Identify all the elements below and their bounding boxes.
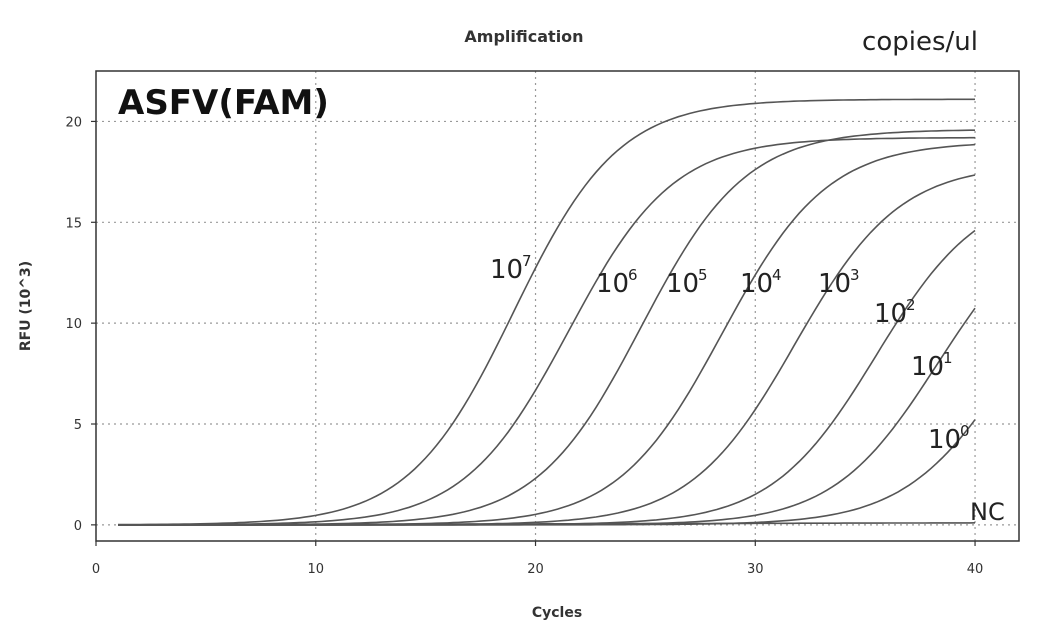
series-label-base: 10 [928, 425, 961, 455]
series-label-exponent: 4 [772, 266, 782, 284]
series-label: 104 [740, 266, 782, 299]
x-tick-label: 30 [747, 562, 764, 577]
series-label: 101 [911, 349, 953, 382]
x-axis-title: Cycles [532, 605, 582, 621]
x-tick-label: 10 [307, 562, 324, 577]
y-axis-title: RFU (10^3) [18, 261, 34, 351]
series-label-base: 10 [490, 255, 523, 285]
series-label-base: 10 [596, 269, 629, 299]
y-tick-label: 20 [65, 115, 82, 130]
x-tick-label: 40 [967, 562, 984, 577]
series-label-base: 10 [874, 299, 907, 329]
panel-label: ASFV(FAM) [118, 83, 329, 123]
series-label-exponent: 5 [698, 266, 708, 284]
series-label-exponent: 0 [960, 422, 970, 440]
series-label-base: 10 [666, 269, 699, 299]
series-label: 103 [818, 266, 860, 299]
y-tick-label: 15 [65, 216, 82, 231]
series-label-exponent: 3 [850, 266, 860, 284]
series-label: 107 [490, 252, 532, 285]
series-line [118, 522, 976, 526]
grid [96, 71, 1019, 541]
series-label: NC [970, 498, 1005, 526]
chart-title: Amplification [464, 27, 583, 46]
series-label-exponent: 2 [906, 296, 916, 314]
series-label-base: 10 [818, 269, 851, 299]
series-label: 102 [874, 296, 916, 329]
y-tick-label: 5 [74, 418, 82, 433]
units-label: copies/ul [862, 27, 978, 57]
series-label-base: 10 [740, 269, 773, 299]
series-line [118, 98, 975, 526]
series-label-exponent: 7 [522, 252, 532, 270]
series-label-exponent: 6 [628, 266, 638, 284]
y-tick-label: 10 [65, 317, 82, 332]
x-tick-label: 20 [527, 562, 544, 577]
series-label: 106 [596, 266, 638, 299]
series-label-base: 10 [911, 352, 944, 382]
x-tick-label: 0 [92, 562, 100, 577]
series-label: 100 [928, 422, 970, 455]
plot-frame [95, 70, 1020, 542]
y-tick-label: 0 [74, 519, 82, 534]
series-label-base: NC [970, 498, 1005, 526]
curves [118, 98, 976, 526]
series-label-exponent: 1 [943, 349, 953, 367]
series-label: 105 [666, 266, 708, 299]
